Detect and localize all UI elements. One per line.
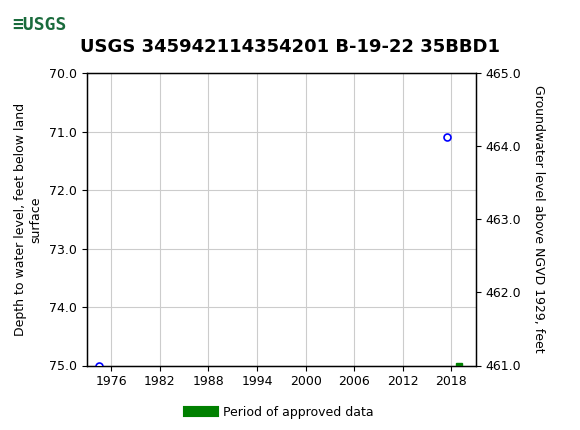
- Y-axis label: Depth to water level, feet below land
surface: Depth to water level, feet below land su…: [14, 103, 42, 336]
- FancyBboxPatch shape: [3, 4, 78, 47]
- Text: ≡USGS: ≡USGS: [12, 16, 67, 34]
- Legend: Period of approved data: Period of approved data: [183, 401, 379, 424]
- Y-axis label: Groundwater level above NGVD 1929, feet: Groundwater level above NGVD 1929, feet: [532, 86, 545, 353]
- Text: USGS 345942114354201 B-19-22 35BBD1: USGS 345942114354201 B-19-22 35BBD1: [80, 38, 500, 56]
